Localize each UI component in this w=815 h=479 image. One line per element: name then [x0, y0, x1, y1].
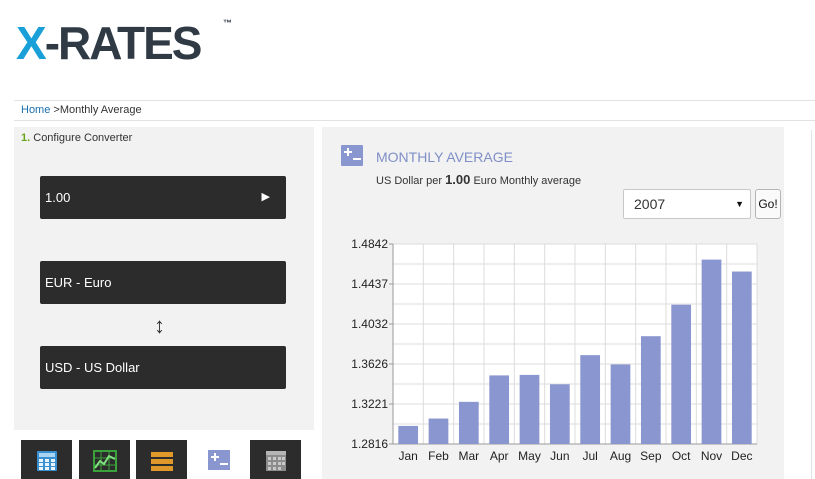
to-currency-value: USD - US Dollar — [45, 360, 140, 375]
x-tick-label: May — [518, 449, 541, 463]
bar-apr — [489, 375, 510, 444]
x-tick-label: Nov — [701, 449, 722, 463]
table-icon — [150, 451, 173, 471]
step-number: 1. — [21, 132, 31, 144]
bar-sep — [640, 336, 661, 444]
right-edge-divider — [811, 130, 815, 479]
chart-icon — [92, 449, 117, 472]
bar-jan — [398, 425, 419, 444]
tab-table[interactable] — [136, 440, 187, 479]
tool-tabs — [14, 430, 314, 479]
to-currency-select[interactable]: USD - US Dollar — [40, 346, 286, 389]
tab-historic-rates[interactable] — [250, 440, 301, 479]
logo-rest: -RATES — [44, 17, 203, 69]
x-tick-label: Mar — [458, 449, 479, 463]
from-currency-select[interactable]: EUR - Euro — [40, 261, 286, 304]
breadcrumb-separator: > — [50, 104, 60, 116]
play-icon[interactable]: ▶ — [261, 191, 270, 203]
breadcrumb-home-link[interactable]: Home — [21, 104, 51, 116]
bar-dec — [731, 271, 752, 444]
y-tick-label: 1.4437 — [351, 277, 388, 291]
subtitle-amount: 1.00 — [445, 172, 471, 187]
step-text: Configure Converter — [30, 132, 133, 144]
xrates-logo[interactable]: X-RATES ™ — [16, 17, 232, 69]
x-tick-label: Jul — [582, 449, 597, 463]
logo-x: X — [16, 17, 47, 69]
y-tick-label: 1.4842 — [351, 237, 388, 251]
from-currency-value: EUR - Euro — [45, 275, 112, 290]
x-tick-label: Sep — [640, 449, 662, 463]
x-tick-label: Jan — [398, 449, 417, 463]
go-button[interactable]: Go! — [755, 189, 781, 219]
tab-graph[interactable] — [79, 440, 130, 479]
x-tick-label: Feb — [428, 449, 449, 463]
logo-trademark: ™ — [223, 18, 232, 28]
amount-input[interactable]: 1.00 ▶ — [40, 176, 286, 219]
year-value: 2007 — [634, 196, 666, 212]
converter-step-label: 1. Configure Converter — [21, 132, 132, 144]
bar-oct — [671, 304, 692, 444]
calendar-icon — [265, 450, 286, 471]
panel-subtitle: US Dollar per 1.00 Euro Monthly average — [376, 172, 582, 187]
tab-calculator[interactable] — [21, 440, 72, 479]
bar-jun — [549, 384, 570, 444]
amount-value: 1.00 — [45, 190, 71, 205]
monthly-average-chart: 1.2816 1.3221 1.3626 1.4032 1.4437 1.4842 Jan F… — [351, 237, 758, 463]
x-tick-label: Apr — [490, 449, 509, 463]
y-tick-label: 1.4032 — [351, 317, 388, 331]
breadcrumb-current: Monthly Average — [59, 104, 142, 116]
bar-nov — [701, 259, 722, 444]
bar-mar — [458, 401, 479, 444]
plus-minus-icon — [207, 449, 230, 470]
swap-arrows-icon[interactable]: ↕ — [154, 313, 165, 338]
plus-minus-icon — [341, 145, 363, 166]
breadcrumb-divider — [14, 120, 815, 121]
bar-jul — [580, 355, 601, 444]
bar-may — [519, 374, 540, 444]
year-select[interactable]: 2007 ▼ — [623, 189, 751, 219]
x-tick-label: Aug — [610, 449, 631, 463]
header-divider — [14, 100, 815, 101]
calculator-icon — [36, 450, 57, 471]
y-tick-label: 1.2816 — [351, 437, 388, 451]
caret-down-icon: ▼ — [735, 199, 744, 209]
bar-aug — [610, 364, 631, 444]
x-tick-label: Jun — [550, 449, 569, 463]
x-tick-label: Dec — [731, 449, 752, 463]
panel-title: MONTHLY AVERAGE — [376, 149, 513, 165]
y-tick-label: 1.3221 — [351, 397, 388, 411]
x-tick-label: Oct — [672, 449, 691, 463]
bar-feb — [428, 418, 449, 444]
y-tick-label: 1.3626 — [351, 357, 388, 371]
tab-monthly-average[interactable] — [193, 440, 244, 479]
breadcrumb: Home >Monthly Average — [21, 104, 142, 116]
